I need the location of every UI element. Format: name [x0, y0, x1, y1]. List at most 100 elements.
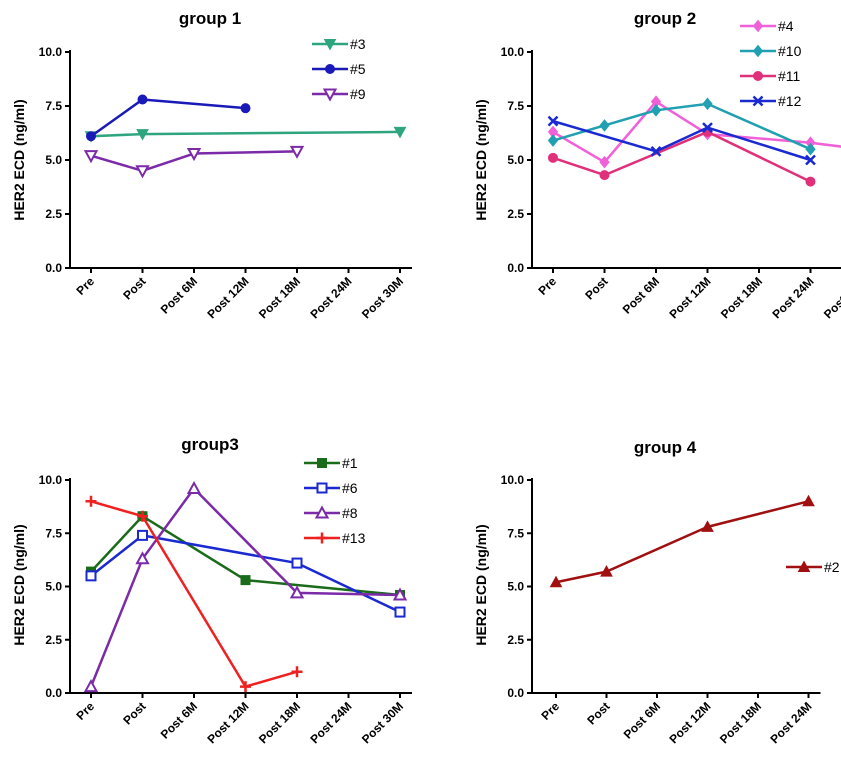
legend-label: #8	[342, 505, 358, 521]
data-point	[137, 529, 148, 541]
data-point	[240, 681, 251, 693]
legend-marker	[753, 71, 763, 81]
series-line	[90, 514, 401, 597]
legend-entry: #1	[304, 455, 358, 471]
data-point	[701, 520, 714, 532]
legend-label: #4	[778, 18, 794, 34]
data-point	[394, 606, 406, 618]
legend-entry: #11	[740, 68, 801, 84]
legend-marker	[752, 19, 764, 33]
x-tick-label: Post 12M	[204, 699, 251, 746]
chart-panel-3: group3 HER2 ECD (ng/ml) 0.0 2.5 5.0 7.5 10.0 Pr…	[11, 435, 412, 746]
legend-marker	[316, 482, 328, 494]
data-point	[802, 494, 815, 507]
data-point	[186, 148, 202, 162]
x-tick-label: Post	[584, 699, 612, 727]
legend-entry: #9	[312, 86, 366, 102]
legend-marker	[316, 532, 328, 544]
legend-label: #11	[778, 68, 801, 84]
data-point	[549, 575, 563, 588]
y-axis-label: HER2 ECD (ng/ml)	[473, 99, 489, 220]
data-point	[137, 510, 148, 522]
data-point	[136, 129, 149, 141]
legend-entry: #8	[304, 505, 358, 521]
legend-marker	[323, 39, 337, 51]
y-tick-label: 2.5	[45, 207, 62, 221]
data-point	[650, 104, 662, 117]
legend-marker	[317, 458, 327, 468]
data-point	[702, 122, 713, 133]
x-tick-label: Post	[120, 274, 148, 302]
chart-title: group 4	[634, 438, 697, 457]
data-point	[186, 480, 202, 495]
y-tick-label: 5.0	[507, 580, 524, 594]
legend-label: #10	[778, 43, 802, 59]
y-tick-label: 7.5	[45, 526, 62, 540]
data-point	[599, 155, 610, 169]
data-point	[135, 551, 150, 565]
x-tick-label: Post 6M	[158, 699, 200, 741]
data-point	[289, 585, 305, 599]
legend-label: #9	[350, 86, 366, 102]
series-line	[552, 119, 811, 162]
data-point	[86, 131, 96, 142]
series-n10	[547, 97, 816, 156]
y-tick-label: 0.0	[45, 261, 62, 275]
x-tick-label: Post 6M	[621, 699, 663, 741]
y-tick-label: 10.0	[39, 473, 63, 487]
chart-panel-1: group 1 HER2 ECD (ng/ml) 0.0 2.5 5.0 7.5 10.0 P…	[11, 9, 412, 321]
series-line	[552, 130, 812, 183]
legend-entry: #4	[740, 18, 794, 34]
data-point	[702, 97, 713, 111]
data-point	[137, 94, 148, 105]
series-n5	[86, 94, 251, 142]
x-tick-label: Post 30M	[359, 274, 406, 321]
x-tick-label: Pre	[536, 274, 560, 298]
chart-title: group 2	[634, 9, 696, 28]
legend-entry: #3	[312, 36, 366, 52]
data-point	[291, 557, 303, 569]
data-point	[291, 666, 303, 678]
legend-label: #13	[342, 530, 366, 546]
chart-panel-2: group 2 HER2 ECD (ng/ml) 0.0 2.5 5.0 7.5 10.0 P…	[473, 9, 841, 321]
data-point	[392, 587, 408, 601]
data-point	[83, 150, 99, 164]
legend-marker	[752, 44, 764, 58]
x-tick-label: Post 18M	[718, 274, 765, 321]
x-tick-label: Pre	[74, 274, 98, 298]
data-point	[650, 145, 662, 157]
legend-entry: #10	[740, 43, 802, 59]
x-tick-label: Post 18M	[717, 699, 764, 746]
y-tick-label: 10.0	[501, 45, 525, 59]
y-axis-label: HER2 ECD (ng/ml)	[11, 524, 27, 645]
data-point	[393, 126, 407, 139]
series-n11	[548, 126, 816, 187]
y-tick-label: 5.0	[507, 153, 524, 167]
chart-panel-4: group 4 HER2 ECD (ng/ml) 0.0 2.5 5.0 7.5 10.0 P…	[473, 438, 840, 746]
data-point	[547, 115, 559, 127]
y-tick-label: 2.5	[45, 633, 62, 647]
y-axis-label: HER2 ECD (ng/ml)	[11, 99, 27, 220]
series-line	[555, 500, 809, 584]
x-tick-label: Pre	[74, 699, 98, 723]
x-tick-label: Post 18M	[256, 699, 303, 746]
data-point	[805, 142, 816, 156]
legend-label: #5	[350, 61, 366, 77]
series-n1	[86, 511, 405, 601]
x-tick-label: Post 6M	[620, 274, 662, 316]
y-tick-label: 0.0	[45, 686, 62, 700]
y-tick-label: 7.5	[45, 99, 62, 113]
y-tick-label: 0.0	[507, 686, 524, 700]
legend-marker	[325, 64, 335, 74]
data-point	[240, 575, 251, 586]
y-tick-label: 2.5	[507, 207, 524, 221]
x-tick-label: Pre	[539, 699, 563, 723]
series-line	[90, 98, 246, 138]
x-tick-label: Post 12M	[666, 274, 713, 321]
legend-label: #12	[778, 93, 802, 109]
y-tick-label: 0.0	[507, 261, 524, 275]
series-line	[90, 130, 401, 138]
chart-title: group3	[181, 435, 239, 454]
x-tick-label: Post 24M	[307, 274, 354, 321]
